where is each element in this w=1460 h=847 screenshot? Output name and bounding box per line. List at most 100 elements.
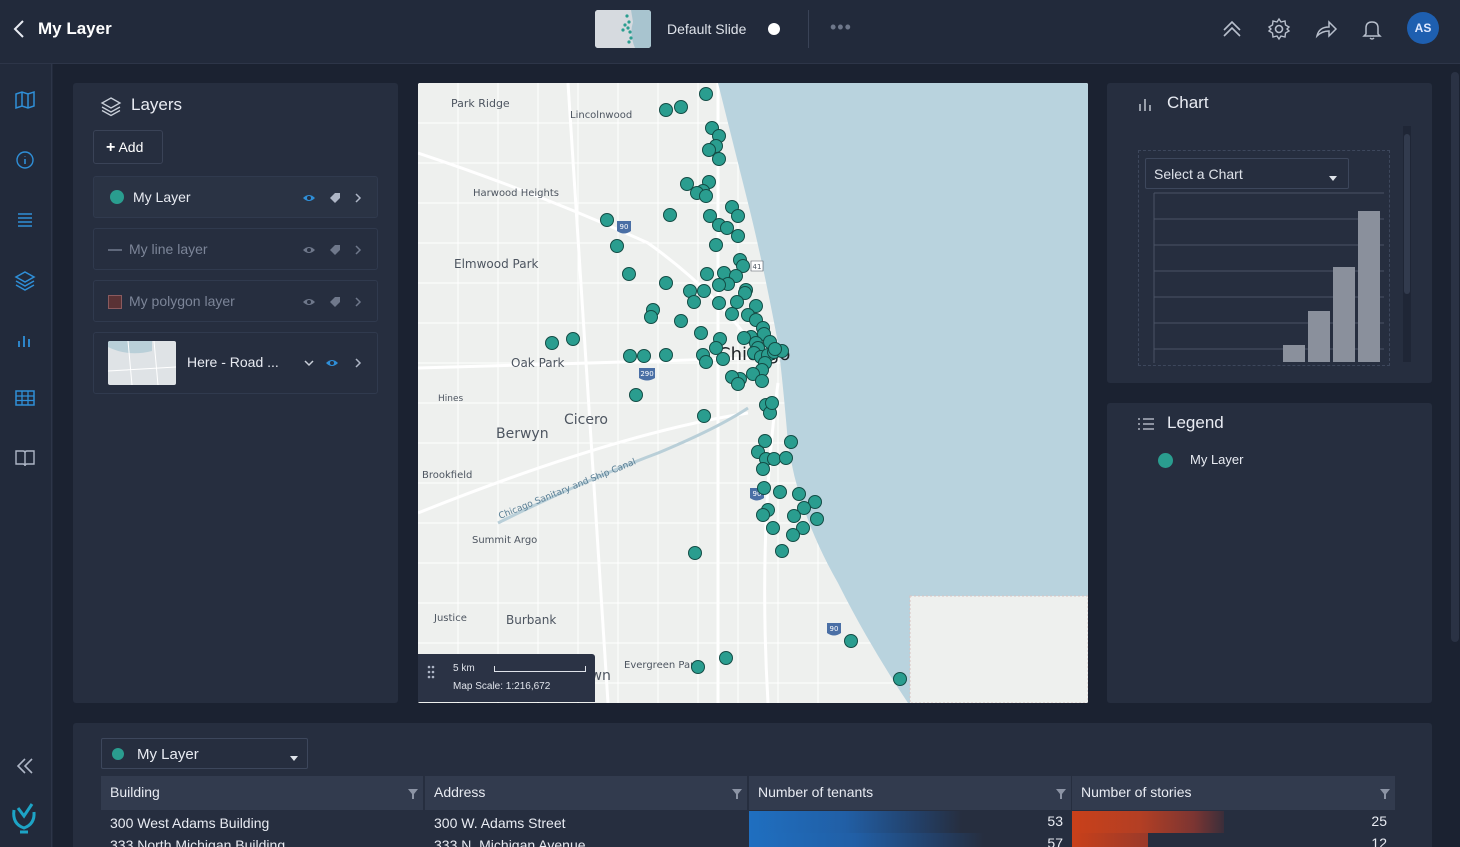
map-point[interactable] xyxy=(797,501,811,515)
map-point[interactable] xyxy=(700,267,714,281)
map-point[interactable] xyxy=(691,660,705,674)
map-point[interactable] xyxy=(749,299,763,313)
map-point[interactable] xyxy=(712,278,726,292)
map-point[interactable] xyxy=(773,485,787,499)
map-point[interactable] xyxy=(731,229,745,243)
map-view[interactable]: Park Ridge Lincolnwood Harwood Heights E… xyxy=(418,83,1088,703)
tag-icon[interactable] xyxy=(328,191,342,205)
filter-icon[interactable] xyxy=(731,787,743,799)
eye-icon[interactable] xyxy=(325,356,339,370)
map-point[interactable] xyxy=(720,221,734,235)
map-point[interactable] xyxy=(622,267,636,281)
chevron-left-icon[interactable] xyxy=(10,18,30,40)
map-point[interactable] xyxy=(699,87,713,101)
more-options-button[interactable]: ••• xyxy=(830,17,852,37)
map-point[interactable] xyxy=(808,495,822,509)
map-point[interactable] xyxy=(545,336,559,350)
chevron-right-icon[interactable] xyxy=(351,295,365,309)
map-point[interactable] xyxy=(600,213,614,227)
map-point[interactable] xyxy=(758,434,772,448)
map-point[interactable] xyxy=(756,462,770,476)
map-point[interactable] xyxy=(787,509,801,523)
map-point[interactable] xyxy=(755,374,769,388)
map-point[interactable] xyxy=(731,209,745,223)
map-point[interactable] xyxy=(610,239,624,253)
map-point[interactable] xyxy=(730,295,744,309)
map-point[interactable] xyxy=(680,177,694,191)
eye-icon[interactable] xyxy=(302,243,316,257)
map-point[interactable] xyxy=(775,544,789,558)
map-point[interactable] xyxy=(737,331,751,345)
map-point[interactable] xyxy=(699,355,713,369)
map-point[interactable] xyxy=(757,481,771,495)
drag-handle-icon[interactable] xyxy=(427,665,435,681)
scroll-thumb[interactable] xyxy=(1404,134,1410,294)
filter-icon[interactable] xyxy=(1379,787,1391,799)
map-point[interactable] xyxy=(768,342,782,356)
map-point[interactable] xyxy=(786,528,800,542)
map-point[interactable] xyxy=(566,332,580,346)
page-scrollbar[interactable] xyxy=(1451,72,1459,642)
chart-type-select[interactable]: Select a Chart xyxy=(1145,158,1349,189)
map-point[interactable] xyxy=(738,286,752,300)
layer-item-my-layer[interactable]: My Layer xyxy=(93,176,378,218)
map-point[interactable] xyxy=(659,276,673,290)
slide-name[interactable]: Default Slide xyxy=(667,21,747,37)
table-layer-select[interactable]: My Layer xyxy=(101,738,308,769)
filter-icon[interactable] xyxy=(1055,787,1067,799)
book-icon[interactable] xyxy=(13,446,37,470)
info-icon[interactable] xyxy=(13,148,37,172)
map-point[interactable] xyxy=(674,314,688,328)
share-icon[interactable] xyxy=(1313,16,1339,42)
filter-icon[interactable] xyxy=(407,787,419,799)
bar-chart-icon[interactable] xyxy=(13,328,37,352)
map-point[interactable] xyxy=(712,152,726,166)
add-layer-button[interactable]: + Add xyxy=(93,130,163,164)
map-point[interactable] xyxy=(659,103,673,117)
eye-icon[interactable] xyxy=(302,191,316,205)
chevron-right-icon[interactable] xyxy=(351,356,365,370)
avatar[interactable]: AS xyxy=(1407,12,1439,44)
map-point[interactable] xyxy=(719,651,733,665)
app-logo-icon[interactable] xyxy=(8,802,40,836)
layer-item-basemap[interactable]: Here - Road ... xyxy=(93,332,378,394)
column-header-building[interactable]: Building xyxy=(101,776,423,810)
chevron-right-icon[interactable] xyxy=(351,191,365,205)
map-point[interactable] xyxy=(629,388,643,402)
map-point[interactable] xyxy=(699,189,713,203)
map-point[interactable] xyxy=(796,521,810,535)
map-point[interactable] xyxy=(623,349,637,363)
column-header-address[interactable]: Address xyxy=(425,776,747,810)
map-point[interactable] xyxy=(844,634,858,648)
collapse-up-icon[interactable] xyxy=(1219,16,1245,42)
map-point[interactable] xyxy=(766,521,780,535)
collapse-left-icon[interactable] xyxy=(13,754,37,778)
map-point[interactable] xyxy=(637,349,651,363)
map-point[interactable] xyxy=(712,296,726,310)
map-point[interactable] xyxy=(688,546,702,560)
map-point[interactable] xyxy=(725,307,739,321)
tag-icon[interactable] xyxy=(328,243,342,257)
map-point[interactable] xyxy=(767,452,781,466)
map-point[interactable] xyxy=(663,208,677,222)
map-point[interactable] xyxy=(716,352,730,366)
map-point[interactable] xyxy=(697,409,711,423)
tag-icon[interactable] xyxy=(328,295,342,309)
column-header-number-of-stories[interactable]: Number of stories xyxy=(1072,776,1395,810)
column-header-number-of-tenants[interactable]: Number of tenants xyxy=(749,776,1071,810)
map-point[interactable] xyxy=(694,326,708,340)
map-point[interactable] xyxy=(736,259,750,273)
layer-item-my-line-layer[interactable]: My line layer xyxy=(93,228,378,270)
map-point[interactable] xyxy=(674,100,688,114)
map-point[interactable] xyxy=(709,238,723,252)
map-point[interactable] xyxy=(792,487,806,501)
eye-icon[interactable] xyxy=(302,295,316,309)
list-icon[interactable] xyxy=(13,208,37,232)
map-point[interactable] xyxy=(893,672,907,686)
map-point[interactable] xyxy=(687,295,701,309)
chevron-right-icon[interactable] xyxy=(351,243,365,257)
bell-icon[interactable] xyxy=(1359,16,1385,42)
map-icon[interactable] xyxy=(13,88,37,112)
map-point[interactable] xyxy=(703,209,717,223)
layer-item-my-polygon-layer[interactable]: My polygon layer xyxy=(93,280,378,322)
